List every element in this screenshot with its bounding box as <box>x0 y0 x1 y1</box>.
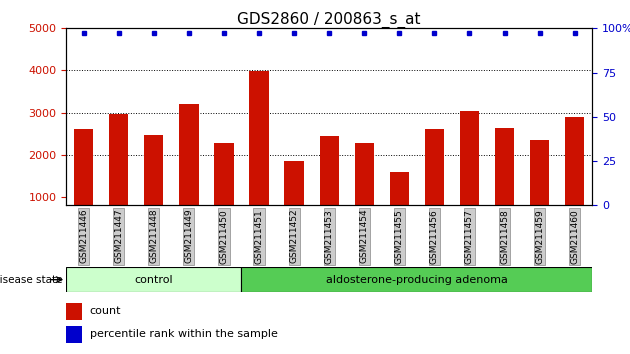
Text: GSM211457: GSM211457 <box>465 209 474 264</box>
Bar <box>144 135 163 205</box>
Text: GSM211459: GSM211459 <box>535 209 544 264</box>
Bar <box>319 136 339 205</box>
Text: GSM211453: GSM211453 <box>324 209 334 264</box>
Text: control: control <box>135 275 173 285</box>
Text: GSM211449: GSM211449 <box>185 209 193 263</box>
Text: GSM211456: GSM211456 <box>430 209 439 264</box>
Bar <box>180 104 198 205</box>
Bar <box>285 161 304 205</box>
Text: GSM211450: GSM211450 <box>219 209 229 264</box>
Bar <box>425 129 444 205</box>
Title: GDS2860 / 200863_s_at: GDS2860 / 200863_s_at <box>238 12 421 28</box>
Bar <box>530 139 549 205</box>
Text: GSM211455: GSM211455 <box>395 209 404 264</box>
Bar <box>460 111 479 205</box>
Text: GSM211446: GSM211446 <box>79 209 88 263</box>
Bar <box>66 303 82 320</box>
Bar <box>241 267 592 292</box>
Text: disease state: disease state <box>0 275 63 285</box>
Text: GSM211448: GSM211448 <box>149 209 158 263</box>
Text: count: count <box>90 307 122 316</box>
Bar <box>565 117 584 205</box>
Bar <box>214 143 234 205</box>
Text: GSM211460: GSM211460 <box>570 209 579 264</box>
Bar <box>74 129 93 205</box>
Text: GSM211452: GSM211452 <box>290 209 299 263</box>
Text: GSM211458: GSM211458 <box>500 209 509 264</box>
Text: GSM211454: GSM211454 <box>360 209 369 263</box>
Text: GSM211447: GSM211447 <box>114 209 123 263</box>
Bar <box>66 326 82 343</box>
Text: GSM211451: GSM211451 <box>255 209 263 264</box>
Bar <box>495 128 514 205</box>
Bar <box>249 71 268 205</box>
Bar <box>390 172 409 205</box>
Bar <box>109 114 129 205</box>
Bar <box>355 143 374 205</box>
Text: percentile rank within the sample: percentile rank within the sample <box>90 330 278 339</box>
Bar <box>66 267 241 292</box>
Text: aldosterone-producing adenoma: aldosterone-producing adenoma <box>326 275 508 285</box>
